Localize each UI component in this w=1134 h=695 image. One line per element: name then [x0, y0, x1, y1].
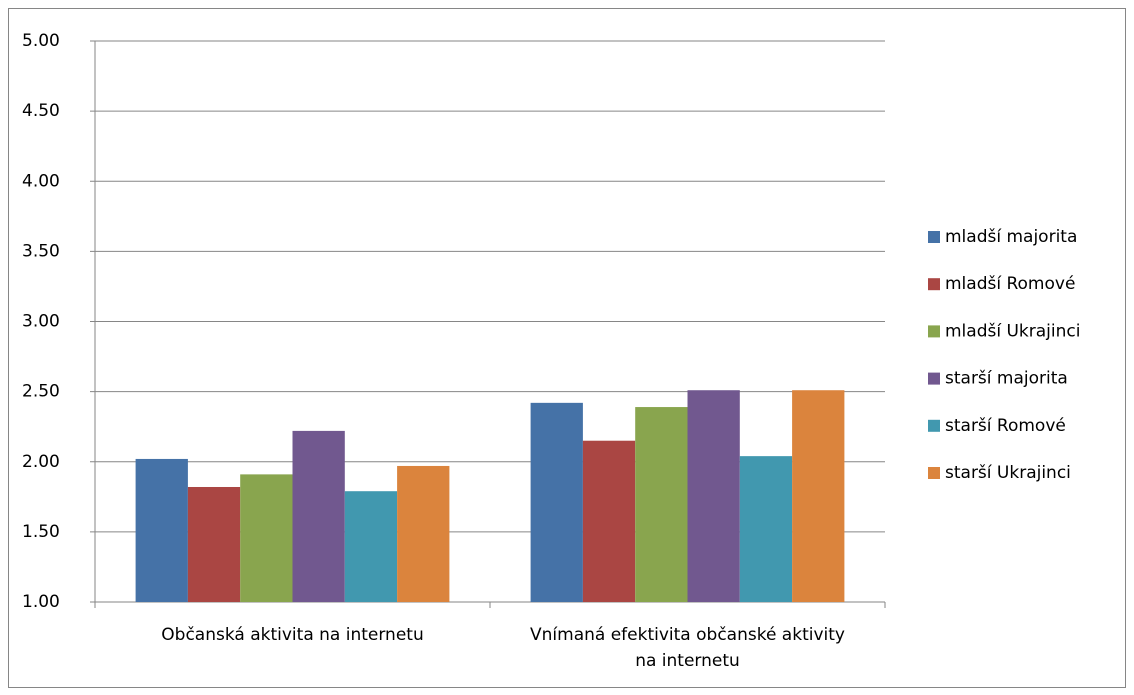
bar: [187, 486, 241, 602]
legend-label: mladší Ukrajinci: [945, 321, 1080, 341]
bar: [582, 440, 636, 602]
y-tick-label: 1.50: [22, 522, 60, 542]
bar: [792, 390, 845, 602]
y-tick-label: 2.50: [22, 382, 60, 402]
legend-label: starší majorita: [945, 369, 1068, 389]
y-tick-label: 1.00: [22, 592, 60, 612]
x-tick-label: Vnímaná efektivita občanské aktivity na …: [530, 625, 845, 671]
y-tick-label: 3.50: [22, 241, 60, 261]
x-tick-label: Občanská aktivita na internetu: [161, 625, 424, 645]
bar: [135, 458, 188, 602]
bar: [687, 390, 740, 602]
legend-label: mladší majorita: [945, 227, 1077, 247]
bar: [530, 402, 583, 602]
legend-swatch: [928, 419, 940, 432]
y-tick-label: 5.00: [22, 31, 60, 51]
bar: [739, 456, 793, 602]
y-tick-label: 4.50: [22, 101, 60, 121]
y-tick-label: 2.00: [22, 452, 60, 472]
legend-swatch: [928, 231, 940, 243]
legend-swatch: [928, 278, 940, 291]
y-tick-label: 4.00: [22, 171, 60, 191]
legend-label: starší Romové: [945, 416, 1066, 436]
bar: [397, 465, 450, 602]
bar: [240, 474, 293, 602]
bar: [635, 407, 688, 602]
legend-swatch: [928, 325, 940, 338]
y-tick-label: 3.00: [22, 312, 60, 332]
legend-swatch: [928, 467, 940, 479]
bar: [292, 430, 345, 602]
legend-label: starší Ukrajinci: [945, 463, 1071, 483]
bar: [344, 491, 398, 602]
legend-label: mladší Romové: [945, 274, 1075, 294]
legend-swatch: [928, 372, 940, 385]
